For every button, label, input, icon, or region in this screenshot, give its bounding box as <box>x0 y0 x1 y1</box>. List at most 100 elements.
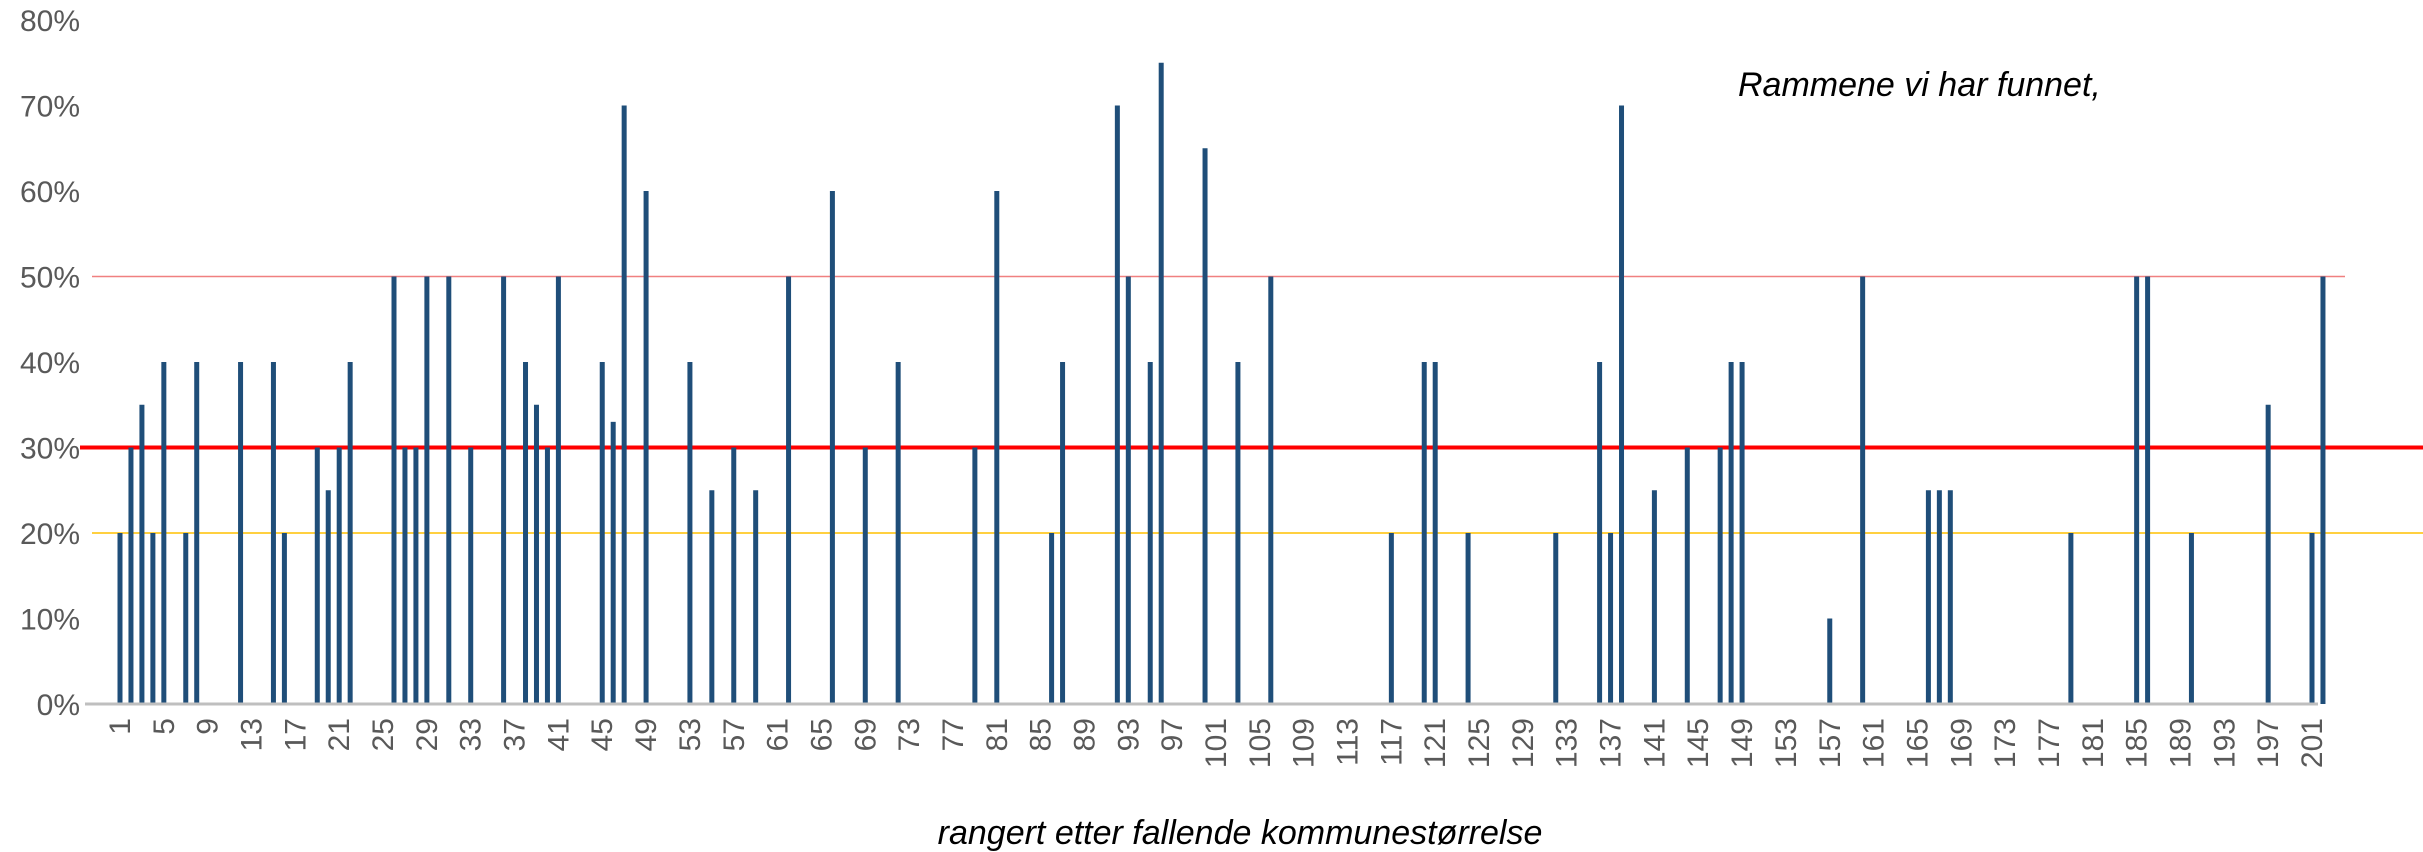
x-tick-label: 77 <box>937 718 970 751</box>
bar <box>533 404 539 704</box>
bar <box>1147 362 1153 704</box>
bar <box>1651 490 1657 704</box>
x-tick-label: 117 <box>1375 718 1408 766</box>
bar <box>1925 490 1931 704</box>
bar <box>2320 276 2326 704</box>
bar <box>1114 105 1120 704</box>
x-tick-label: 69 <box>849 718 882 751</box>
x-tick-label: 157 <box>1814 718 1847 768</box>
bar <box>1125 276 1131 704</box>
bar <box>895 362 901 704</box>
bar <box>424 276 430 704</box>
x-tick-label: 9 <box>192 718 225 735</box>
bar <box>325 490 331 704</box>
x-tick-label: 17 <box>279 718 312 751</box>
bar <box>1202 148 1208 704</box>
bar <box>687 362 693 704</box>
bar <box>1388 533 1394 704</box>
bar <box>2309 533 2315 704</box>
bar <box>1049 533 1055 704</box>
bar <box>150 533 156 704</box>
bar <box>753 490 759 704</box>
bar <box>1421 362 1427 704</box>
x-tick-label: 21 <box>323 718 356 751</box>
x-axis-label: rangert etter fallende kommunestørrelse <box>938 814 1543 852</box>
x-tick-label: 149 <box>1726 718 1759 768</box>
bar <box>501 276 507 704</box>
x-tick-label: 201 <box>2296 718 2329 768</box>
x-tick-label: 53 <box>674 718 707 751</box>
bar <box>161 362 167 704</box>
y-tick-label: 0% <box>37 689 80 722</box>
y-tick-label: 80% <box>20 5 80 38</box>
bar <box>2134 276 2140 704</box>
x-tick-label: 57 <box>718 718 751 751</box>
reference-lines <box>80 275 2423 534</box>
bar <box>1608 533 1614 704</box>
bar <box>468 447 474 704</box>
bar <box>829 191 835 704</box>
bar <box>599 362 605 704</box>
bar <box>117 533 123 704</box>
bar <box>1158 62 1164 704</box>
x-tick-label: 121 <box>1419 718 1452 768</box>
x-tick-label: 113 <box>1332 718 1365 766</box>
bar <box>643 191 649 704</box>
x-tick-label: 165 <box>1901 718 1934 768</box>
bar <box>709 490 715 704</box>
bar <box>621 105 627 704</box>
x-tick-label: 65 <box>805 718 838 751</box>
x-tick-label: 97 <box>1156 718 1189 751</box>
bar <box>347 362 353 704</box>
x-tick-label: 33 <box>455 718 488 751</box>
bar <box>128 447 134 704</box>
bar <box>1268 276 1274 704</box>
bar <box>972 447 978 704</box>
x-tick-label: 153 <box>1770 718 1803 768</box>
x-tick-label: 133 <box>1551 718 1584 768</box>
x-tick-label: 45 <box>586 718 619 751</box>
y-tick-label: 60% <box>20 176 80 209</box>
x-tick-label: 193 <box>2208 718 2241 768</box>
bar <box>238 362 244 704</box>
bar <box>1684 447 1690 704</box>
bar <box>1728 362 1734 704</box>
bar <box>2145 276 2151 704</box>
x-tick-label: 129 <box>1507 718 1540 768</box>
bar <box>1465 533 1471 704</box>
bar <box>281 533 287 704</box>
x-tick-label: 85 <box>1025 718 1058 751</box>
bar <box>183 533 189 704</box>
bar <box>1739 362 1745 704</box>
x-tick-label: 197 <box>2252 718 2285 768</box>
x-tick-label: 173 <box>1989 718 2022 768</box>
bar <box>391 276 397 704</box>
bar <box>1597 362 1603 704</box>
bar <box>544 447 550 704</box>
bar <box>555 276 561 704</box>
bar <box>1827 618 1833 704</box>
bar <box>1235 362 1241 704</box>
bar <box>1060 362 1066 704</box>
y-tick-label: 50% <box>20 262 80 295</box>
x-tick-label: 41 <box>542 718 575 751</box>
y-axis-ticks: 0% 10% 20% 30% 40% 50% 60% 70% 80% <box>20 5 80 722</box>
y-tick-label: 10% <box>20 604 80 637</box>
y-tick-label: 40% <box>20 347 80 380</box>
x-tick-label: 49 <box>630 718 663 751</box>
x-tick-label: 125 <box>1463 718 1496 768</box>
x-tick-label: 13 <box>236 718 269 751</box>
bar <box>314 447 320 704</box>
bar <box>786 276 792 704</box>
x-tick-label: 109 <box>1288 718 1321 768</box>
bar <box>194 362 200 704</box>
x-tick-label: 181 <box>2077 718 2110 768</box>
bar <box>610 421 616 704</box>
x-tick-label: 73 <box>893 718 926 751</box>
x-tick-label: 89 <box>1068 718 1101 751</box>
x-tick-label: 185 <box>2121 718 2154 768</box>
bar <box>446 276 452 704</box>
bar <box>994 191 1000 704</box>
x-tick-label: 29 <box>411 718 444 751</box>
